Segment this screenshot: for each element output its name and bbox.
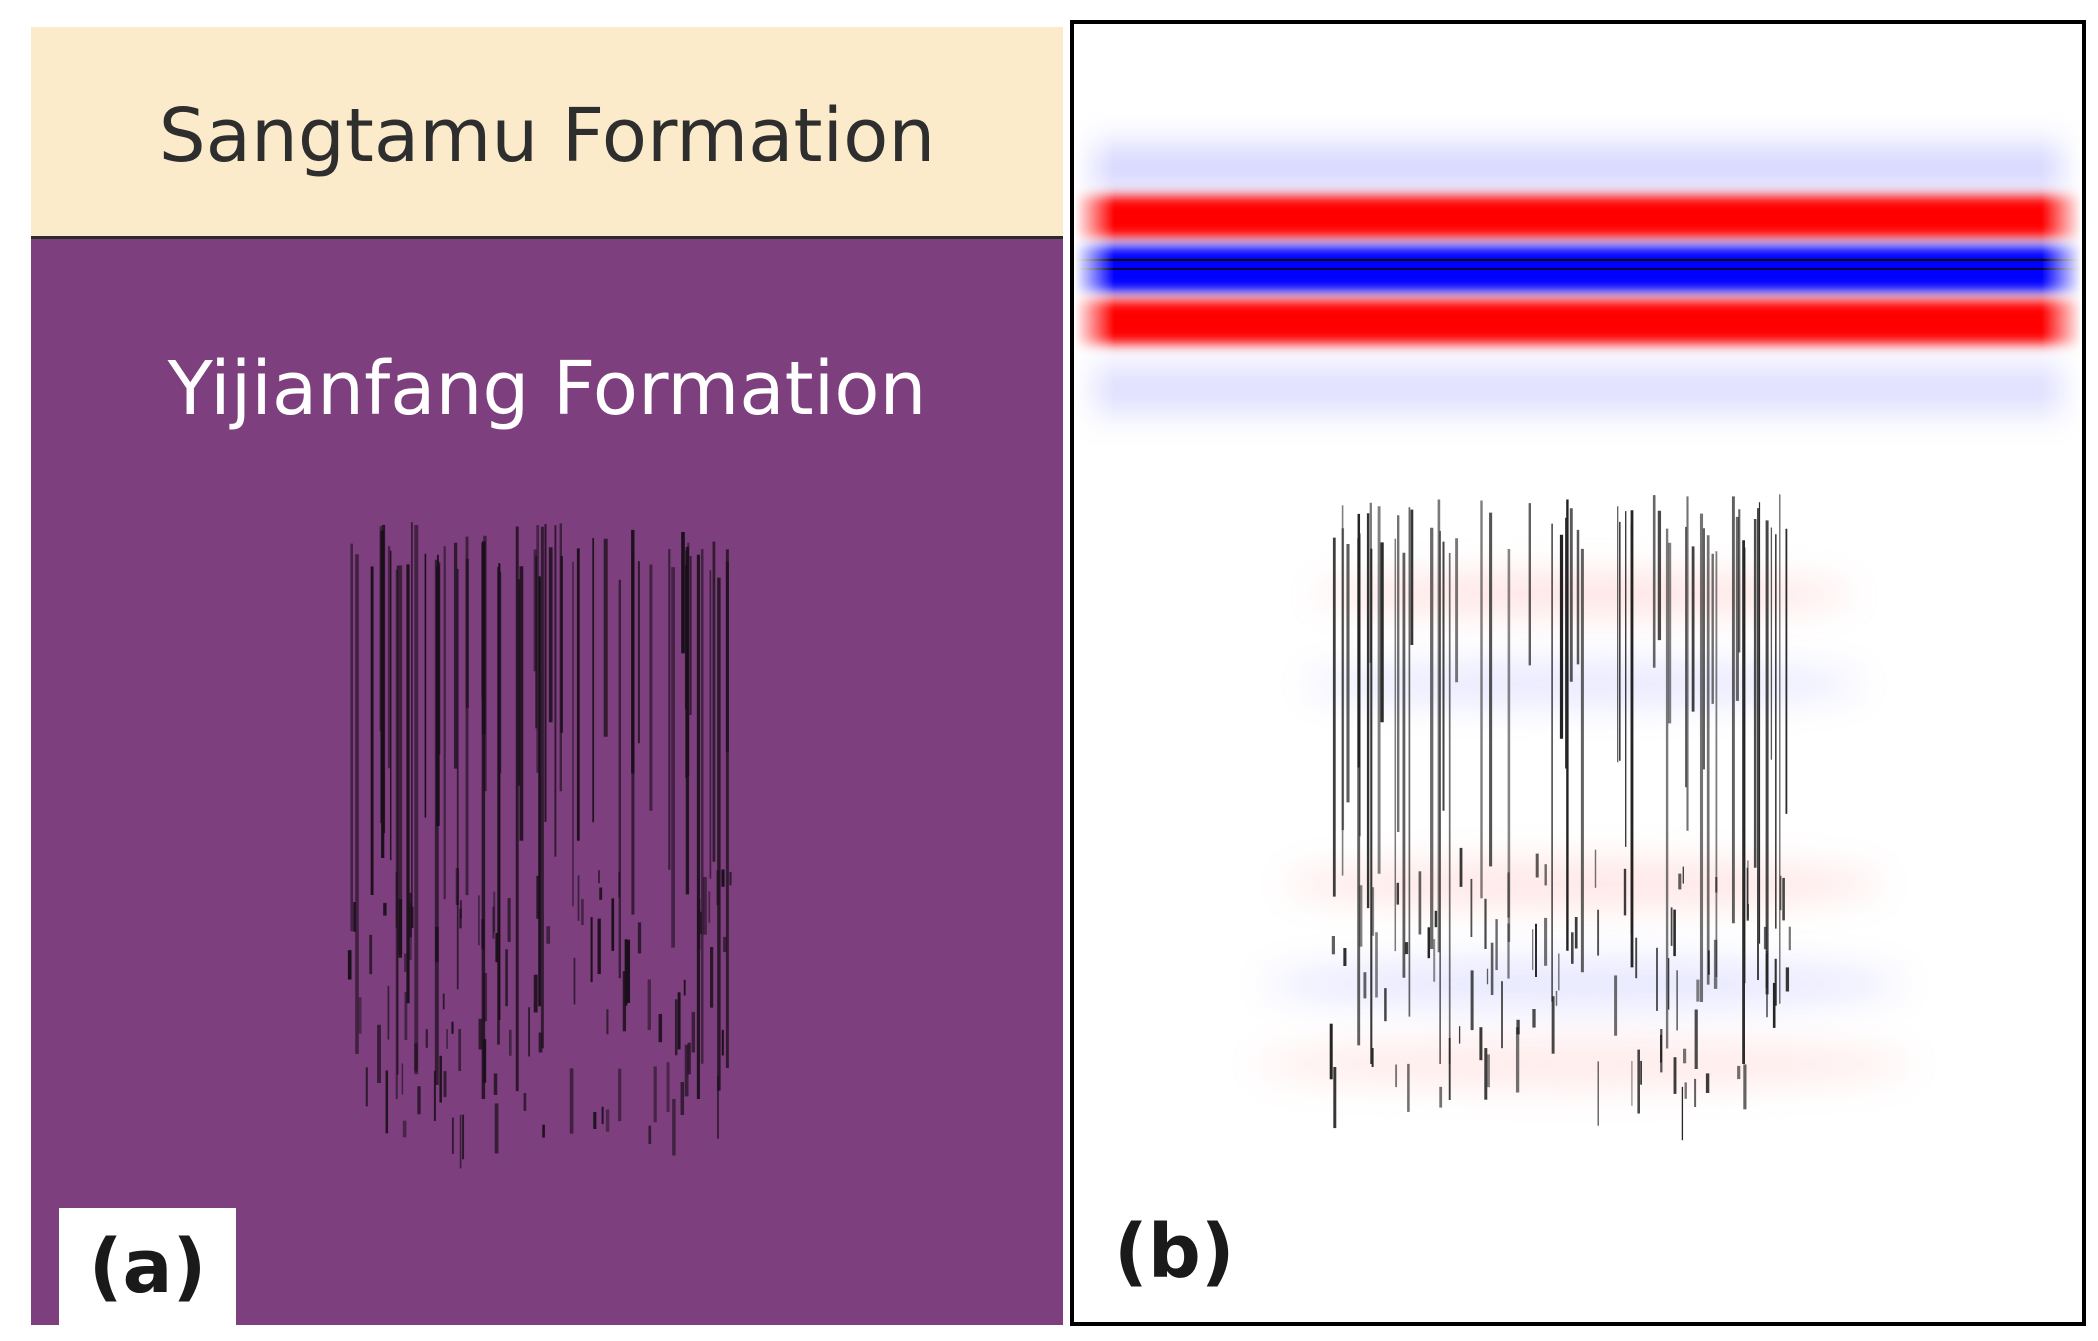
panel-a-geologic-model: Sangtamu Formation Yijianfang Formation … [31, 27, 1063, 1325]
fracture-cave-lines-a [347, 522, 732, 1169]
fracture-diffraction-lines-b [1329, 494, 1791, 1141]
yijianfang-formation-layer: Yijianfang Formation [31, 239, 1063, 1325]
panel-a-tag: (a) [59, 1208, 236, 1325]
panel-b-seismic-section: (b) [1070, 20, 2086, 1326]
seismic-image [1074, 24, 2082, 1322]
yijianfang-formation-label: Yijianfang Formation [167, 346, 927, 432]
edge-fade [1074, 24, 2082, 1322]
panel-b-tag: (b) [1114, 1209, 1235, 1295]
sangtamu-formation-label: Sangtamu Formation [158, 93, 936, 179]
sangtamu-formation-layer: Sangtamu Formation [31, 27, 1063, 239]
